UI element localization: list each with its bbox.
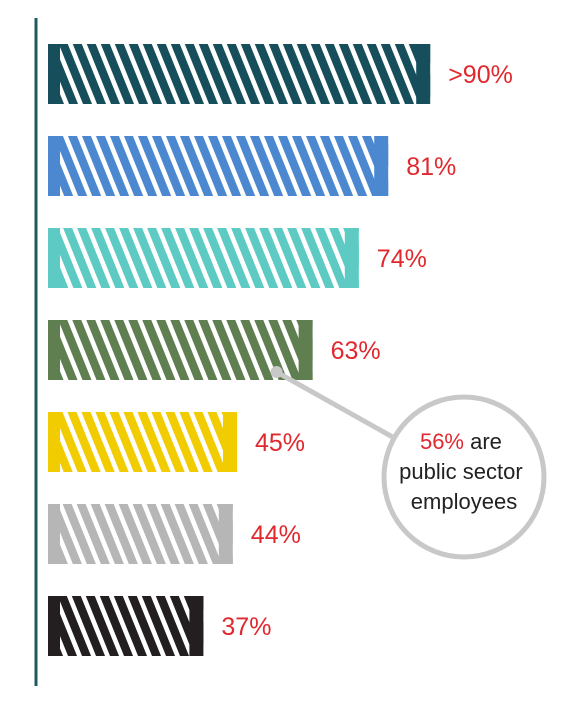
bar-cap-right <box>223 412 237 472</box>
callout-highlight: 56% <box>420 429 464 454</box>
value-label-3: 74% <box>377 245 427 273</box>
bar-cap-right <box>416 44 430 104</box>
bar-5 <box>48 412 237 472</box>
bar-1 <box>48 44 430 104</box>
value-label-1: >90% <box>448 61 513 89</box>
bar-fill <box>48 412 237 472</box>
callout: 56% are public sector employees <box>271 366 544 557</box>
bar-cap-left <box>48 136 60 196</box>
bar-fill <box>48 596 203 656</box>
callout-line-2: public sector <box>399 459 523 484</box>
bar-cap-left <box>48 320 60 380</box>
bar-cap-left <box>48 504 60 564</box>
value-label-4: 63% <box>331 337 381 365</box>
bar-cap-left <box>48 44 60 104</box>
bar-6 <box>48 504 233 564</box>
bar-cap-right <box>219 504 233 564</box>
bar-cap-right <box>374 136 388 196</box>
bar-fill <box>48 44 430 104</box>
bar-7 <box>48 596 203 656</box>
callout-line-1: 56% are <box>420 429 502 454</box>
bar-cap-right <box>189 596 203 656</box>
value-label-5: 45% <box>255 429 305 457</box>
bar-cap-left <box>48 596 60 656</box>
callout-line-3: employees <box>411 489 517 514</box>
bar-cap-left <box>48 228 60 288</box>
bar-2 <box>48 136 388 196</box>
bar-3 <box>48 228 359 288</box>
bar-cap-right <box>345 228 359 288</box>
bar-fill <box>48 228 359 288</box>
callout-line1-text: are <box>470 429 502 454</box>
value-label-2: 81% <box>406 153 456 181</box>
value-label-7: 37% <box>221 613 271 641</box>
bar-fill <box>48 136 388 196</box>
callout-connector-line <box>277 372 395 438</box>
bar-cap-right <box>299 320 313 380</box>
value-label-6: 44% <box>251 521 301 549</box>
callout-anchor-dot <box>271 366 283 378</box>
bar-fill <box>48 504 233 564</box>
bar-cap-left <box>48 412 60 472</box>
